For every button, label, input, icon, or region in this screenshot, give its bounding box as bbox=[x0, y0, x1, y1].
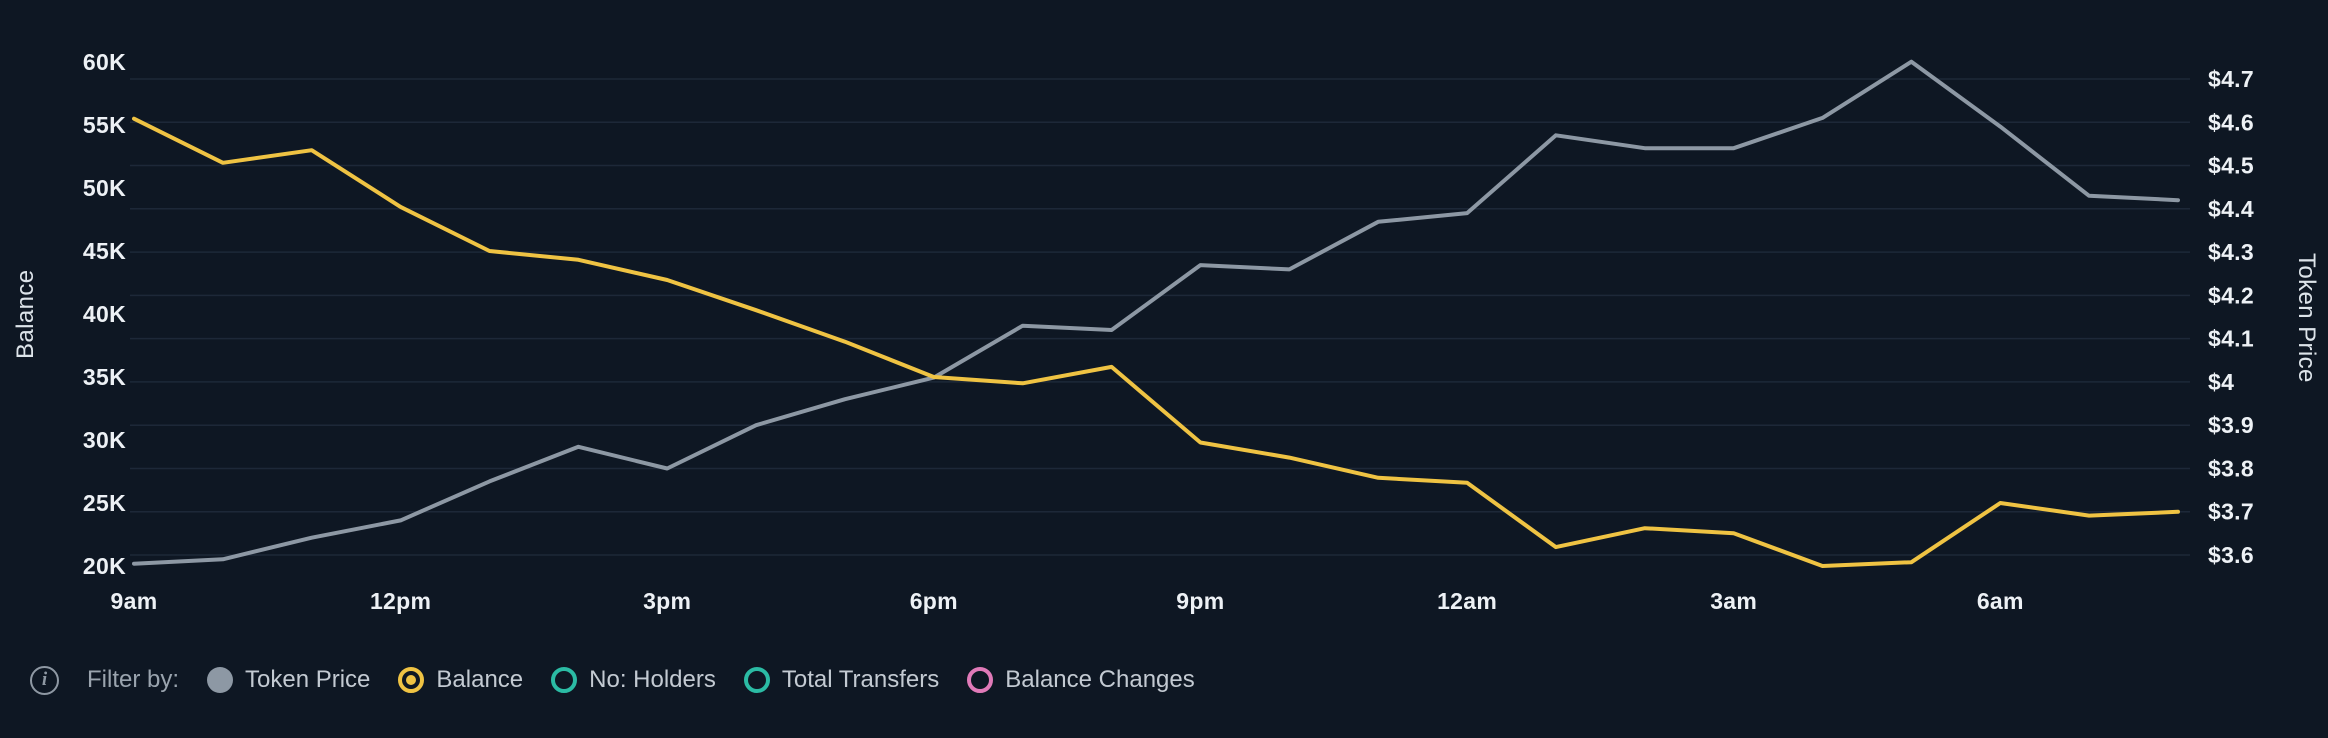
left-axis-tick-label: 40K bbox=[83, 301, 126, 327]
x-axis-tick-label: 12pm bbox=[370, 588, 431, 614]
left-axis-title: Balance bbox=[12, 269, 39, 359]
info-icon[interactable]: i bbox=[30, 665, 59, 695]
right-axis-tick-label: $4 bbox=[2208, 369, 2234, 395]
balance-changes-marker-icon bbox=[967, 667, 994, 693]
balance-marker-icon bbox=[398, 667, 425, 693]
x-axis-tick-label: 9am bbox=[111, 588, 158, 614]
left-axis-tick-label: 20K bbox=[83, 553, 126, 579]
right-axis-tick-label: $4.4 bbox=[2208, 196, 2254, 222]
legend-item-label: No: Holders bbox=[589, 666, 716, 693]
left-axis-tick-label: 45K bbox=[83, 238, 126, 264]
x-axis-tick-label: 6am bbox=[1977, 588, 2024, 614]
legend-item-no-holders[interactable]: No: Holders bbox=[551, 666, 716, 694]
right-axis-tick-label: $3.6 bbox=[2208, 542, 2254, 568]
left-axis-tick-label: 55K bbox=[83, 112, 126, 138]
right-axis-tick-label: $4.3 bbox=[2208, 239, 2254, 265]
no-holders-marker-icon bbox=[551, 667, 578, 693]
legend-item-total-transfers[interactable]: Total Transfers bbox=[743, 666, 940, 694]
chart-plot-area[interactable]: 60K 55K 50K 45K 40K 35K 30K 25K 20K $4.7 $4.6 $4.5 $… bbox=[0, 0, 2328, 640]
series-line-balance[interactable] bbox=[132, 116, 2180, 568]
left-axis-tick-label: 25K bbox=[83, 490, 126, 516]
right-axis-tick-label: $3.8 bbox=[2208, 456, 2254, 482]
token-price-marker-icon bbox=[207, 667, 234, 693]
filter-bar: i Filter by: Token Price Balance No: Hol… bbox=[30, 654, 1195, 706]
left-axis-tick-label: 35K bbox=[83, 364, 126, 390]
x-axis-tick-label: 9pm bbox=[1176, 588, 1224, 614]
legend-item-token-price[interactable]: Token Price bbox=[207, 666, 370, 694]
series-line-token-price[interactable] bbox=[132, 59, 2180, 566]
right-axis-tick-label: $4.7 bbox=[2208, 66, 2254, 92]
filter-by-label: Filter by: bbox=[87, 666, 180, 693]
right-axis-tick-label: $4.1 bbox=[2208, 326, 2254, 352]
right-axis-title: Token Price bbox=[2293, 253, 2320, 383]
x-axis-tick-label: 3am bbox=[1710, 588, 1757, 614]
left-axis-tick-label: 30K bbox=[83, 427, 126, 453]
legend-item-label: Total Transfers bbox=[781, 666, 940, 693]
left-axis-tick-label: 50K bbox=[83, 175, 126, 201]
legend-item-balance-changes[interactable]: Balance Changes bbox=[967, 666, 1195, 694]
right-axis-tick-label: $3.9 bbox=[2208, 412, 2254, 438]
left-axis-tick-label: 60K bbox=[83, 49, 126, 75]
right-axis-tick-label: $4.6 bbox=[2208, 109, 2254, 135]
right-axis-tick-label: $4.5 bbox=[2208, 153, 2254, 179]
x-axis-tick-label: 12am bbox=[1437, 588, 1497, 614]
legend-item-label: Balance bbox=[436, 666, 524, 693]
legend-item-label: Token Price bbox=[245, 666, 371, 693]
legend-item-label: Balance Changes bbox=[1005, 666, 1195, 693]
x-axis-tick-label: 6pm bbox=[910, 588, 958, 614]
right-axis-tick-label: $3.7 bbox=[2208, 499, 2254, 525]
legend-item-balance[interactable]: Balance bbox=[398, 666, 523, 694]
right-axis-tick-label: $4.2 bbox=[2208, 282, 2254, 308]
total-transfers-marker-icon bbox=[743, 667, 770, 693]
x-axis-tick-label: 3pm bbox=[643, 588, 691, 614]
